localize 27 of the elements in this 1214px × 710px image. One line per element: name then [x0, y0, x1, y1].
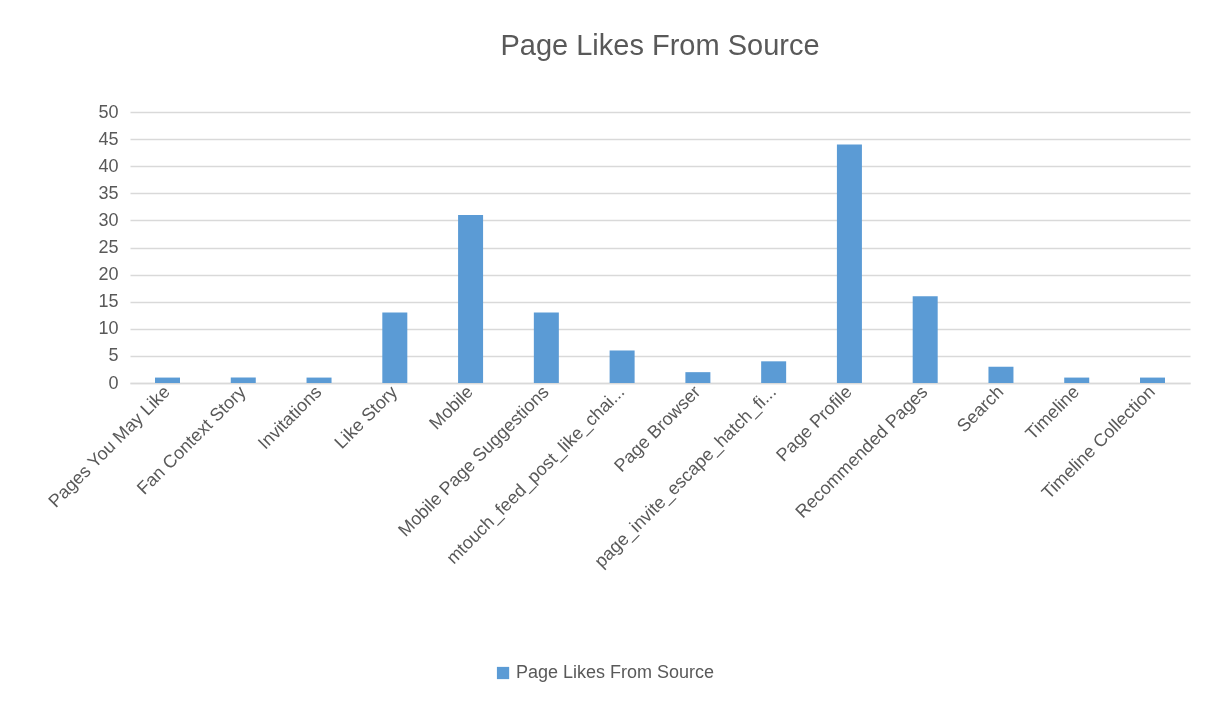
bar — [155, 377, 181, 383]
bar — [685, 372, 711, 383]
bar — [761, 361, 787, 383]
y-tick-label: 25 — [98, 237, 119, 257]
y-tick-label: 40 — [98, 155, 119, 176]
y-tick-label: 45 — [98, 128, 119, 149]
bar — [458, 214, 484, 383]
y-tick-label: 30 — [98, 209, 119, 230]
y-tick-label: 0 — [108, 372, 119, 393]
bar — [382, 312, 408, 383]
bar — [912, 296, 938, 383]
y-tick-label: 50 — [98, 101, 119, 122]
bar — [836, 144, 862, 383]
bar — [306, 377, 332, 383]
chart-title: Page Likes From Source — [500, 29, 820, 61]
bar — [988, 366, 1014, 383]
legend-label: Page Likes From Source — [516, 662, 715, 682]
bar — [533, 312, 559, 383]
y-tick-label: 5 — [108, 345, 119, 366]
y-tick-label: 10 — [98, 318, 119, 339]
y-tick-label: 35 — [98, 182, 119, 203]
bar — [1139, 377, 1165, 383]
bar — [1064, 377, 1090, 383]
bar — [609, 350, 635, 383]
y-tick-label: 20 — [98, 264, 119, 285]
bar — [230, 377, 256, 383]
y-tick-label: 15 — [98, 291, 119, 312]
